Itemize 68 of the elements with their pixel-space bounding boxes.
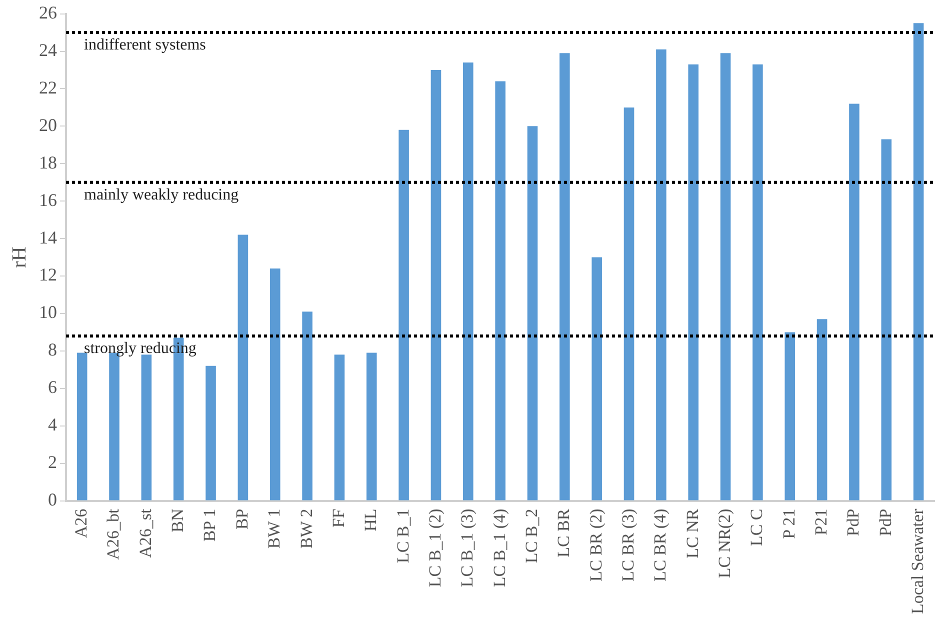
bar: [560, 53, 570, 500]
x-tick-label: BP: [232, 508, 252, 530]
bar: [816, 319, 828, 500]
y-tick-label: 8: [48, 340, 57, 360]
x-tick-label: BW 2: [296, 508, 316, 549]
bar: [206, 366, 216, 500]
x-tick-label: LC B_1 (2): [425, 508, 444, 588]
x-tick-label: HL: [361, 508, 380, 532]
bar: [720, 53, 731, 500]
ref-line-label: mainly weakly reducing: [84, 186, 239, 204]
x-tick-label: Local Seawater: [908, 508, 928, 614]
bar: [656, 49, 666, 500]
y-axis-title: rH: [8, 246, 30, 268]
bar: [141, 354, 152, 500]
bar: [881, 139, 892, 500]
x-tick-label: PdP: [844, 508, 863, 536]
x-tick-label: LC C: [747, 508, 766, 546]
y-tick-label: 22: [39, 77, 57, 98]
y-tick-label: 4: [48, 414, 57, 435]
bar: [752, 64, 763, 500]
bar: [463, 62, 474, 500]
x-tick-label: BW 1: [264, 508, 284, 549]
y-tick-label: 14: [39, 227, 57, 248]
x-tick-label: LC B_1 (4): [490, 508, 509, 588]
y-tick-label: 16: [39, 190, 57, 210]
y-tick-label: 2: [48, 452, 57, 472]
bar: [688, 64, 699, 500]
bar: [624, 107, 634, 500]
x-tick-label: A26: [72, 508, 91, 538]
bar: [398, 130, 409, 500]
x-tick-label: A26_bt: [104, 508, 123, 560]
bar: [366, 352, 377, 500]
x-tick-label: FF: [328, 508, 348, 528]
y-tick-label: 18: [39, 152, 57, 172]
y-tick-label: 10: [39, 302, 57, 322]
x-tick-label: LC BR (4): [650, 508, 670, 582]
y-tick-label: 26: [39, 2, 57, 23]
bar: [302, 312, 312, 500]
bar: [913, 23, 924, 500]
x-tick-label: PdP: [876, 508, 895, 536]
x-tick-label: A26_st: [136, 508, 155, 558]
y-tick-label: 0: [48, 489, 57, 510]
bar: [527, 126, 538, 500]
x-tick-label: BN: [168, 508, 188, 532]
x-tick-label: BP 1: [200, 508, 220, 542]
bar: [270, 268, 280, 500]
y-tick-label: 6: [48, 377, 57, 398]
x-tick-label: P21: [812, 508, 831, 536]
x-tick-label: LC BR (3): [618, 508, 638, 582]
bar: [495, 81, 506, 500]
x-tick-label: LC NR: [682, 508, 702, 558]
bar: [238, 234, 248, 500]
bar: [592, 257, 602, 500]
y-tick-label: 12: [39, 264, 57, 285]
bar: [430, 70, 442, 500]
y-tick-label: 20: [39, 114, 57, 135]
y-tick-label: 24: [39, 40, 57, 60]
x-tick-label: LC BR (2): [586, 508, 606, 582]
x-tick-label: LC B_1: [393, 508, 412, 564]
x-tick-label: LC NR(2): [715, 508, 734, 578]
x-tick-label: LC B_1 (3): [458, 508, 477, 588]
x-tick-label: P 21: [779, 508, 798, 539]
bar: [784, 332, 796, 500]
x-tick-label: LC BR: [554, 508, 574, 558]
ref-line-label: indifferent systems: [84, 36, 206, 54]
bar: [849, 104, 860, 500]
x-tick-label: LC B_2: [522, 508, 541, 564]
bar: [334, 354, 345, 500]
